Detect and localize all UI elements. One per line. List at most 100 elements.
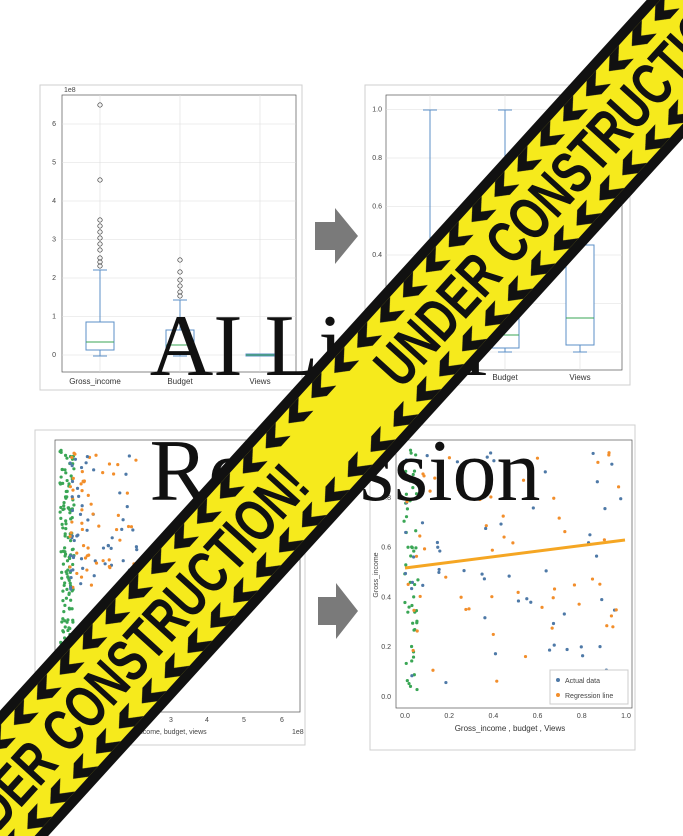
scatter-dot [85,455,89,459]
x-axis-label: income, budget, views [137,729,207,736]
scatter-dot [411,472,415,477]
scatter-dot [411,486,415,490]
scatter-dot [406,610,410,614]
scatter-dot [535,456,540,460]
outlier [97,102,103,108]
scatter-dot [61,599,65,603]
scatter-dot [609,614,614,618]
scatter-dot [412,555,416,559]
scatter-dot [405,507,410,511]
x-axis-label: Gross_income , budget , Views [455,724,566,733]
scatter-dot [403,571,408,576]
scatter-dot [61,562,66,566]
x-tick-label: 3 [169,717,173,724]
scatter-dot [457,488,461,492]
scatter-dot [616,485,621,489]
scatter-dot [69,531,73,535]
axis-scale: 1e8 [64,87,76,94]
outlier [97,263,103,269]
scatter-dot [64,522,68,526]
scatter-dot [60,467,64,472]
scatter-dot [540,605,544,609]
outlier [97,217,103,223]
plot-area [54,439,301,713]
scatter-dot [68,556,72,561]
scatter-dot [103,562,107,566]
scatter-dot [60,522,64,527]
x-tick-label: 0.4 [489,713,499,720]
y-tick-label: 6 [52,121,56,128]
scatter-dot [70,479,75,484]
scatter-dot [605,624,609,628]
scatter-dot [413,582,417,587]
y-tick-label: 0.8 [372,155,382,162]
outlier [177,269,183,275]
scatter-dot [101,546,106,550]
scatter-dot [68,511,72,515]
scatter-dot [70,520,74,524]
scatter-dot [603,507,607,511]
arrow [315,208,358,264]
scatter-dot [64,596,68,600]
scatter-dot [405,500,409,504]
scatter-dot [521,478,526,482]
x-tick-label: 0.0 [400,713,410,720]
scatter-dot [63,550,67,554]
scatter-dot [111,472,116,476]
scatter-dot [72,538,76,543]
scatter-dot [455,460,459,464]
scatter-dot [600,597,604,602]
scatter-dot [607,453,611,457]
scatter-dot [409,451,413,455]
scatter-dot [63,625,67,629]
scatter-dot [492,459,496,463]
scatter-dot [121,518,125,522]
outlier [97,255,103,261]
scatter-dot [85,554,89,558]
outlier [97,223,103,229]
scatter-dot [66,575,70,579]
scatter-dot [68,581,72,585]
scatter-dot [129,525,134,529]
scatter-dot [80,521,84,525]
scatter-dot [404,530,408,535]
scatter-dot [588,533,592,537]
arrow [318,583,358,639]
scatter-dot [598,645,602,649]
x-tick-label: 0.6 [533,713,543,720]
scatter-dot [414,554,419,558]
scatter-dot [89,583,94,587]
scatter-dot [414,529,418,533]
x-tick-label: Views [249,377,270,386]
scatter-dot [414,609,419,613]
scatter-dot [107,462,112,466]
scatter-dot [478,497,482,502]
scatter-dot [127,454,131,458]
scatter-dot [68,565,72,569]
scatter-dot [525,597,529,601]
scatter-dot [63,534,67,538]
scatter-dot [72,467,76,471]
scatter-dot [550,626,554,630]
scatter-dot [610,462,614,466]
scatter-dot [552,496,556,500]
scatter-dot [467,607,471,611]
scatter-dot [91,512,95,516]
scatter-dot [444,575,448,579]
scatter-dot [61,526,65,530]
scatter-dot [403,600,407,605]
scatter-dot [483,616,487,620]
scatter-dot [408,479,412,483]
scatter-dot [68,554,73,558]
scatter-dot [414,492,419,496]
scatter-dot [447,456,452,460]
outlier [97,247,103,253]
scatter-dot [485,455,489,459]
scatter-dot [63,619,67,623]
scatter-dot [619,497,623,501]
x-tick-label: 5 [242,717,246,724]
scatter-dot [109,546,113,550]
scatter-dot [65,559,70,563]
x-tick-label: Views [569,373,590,382]
